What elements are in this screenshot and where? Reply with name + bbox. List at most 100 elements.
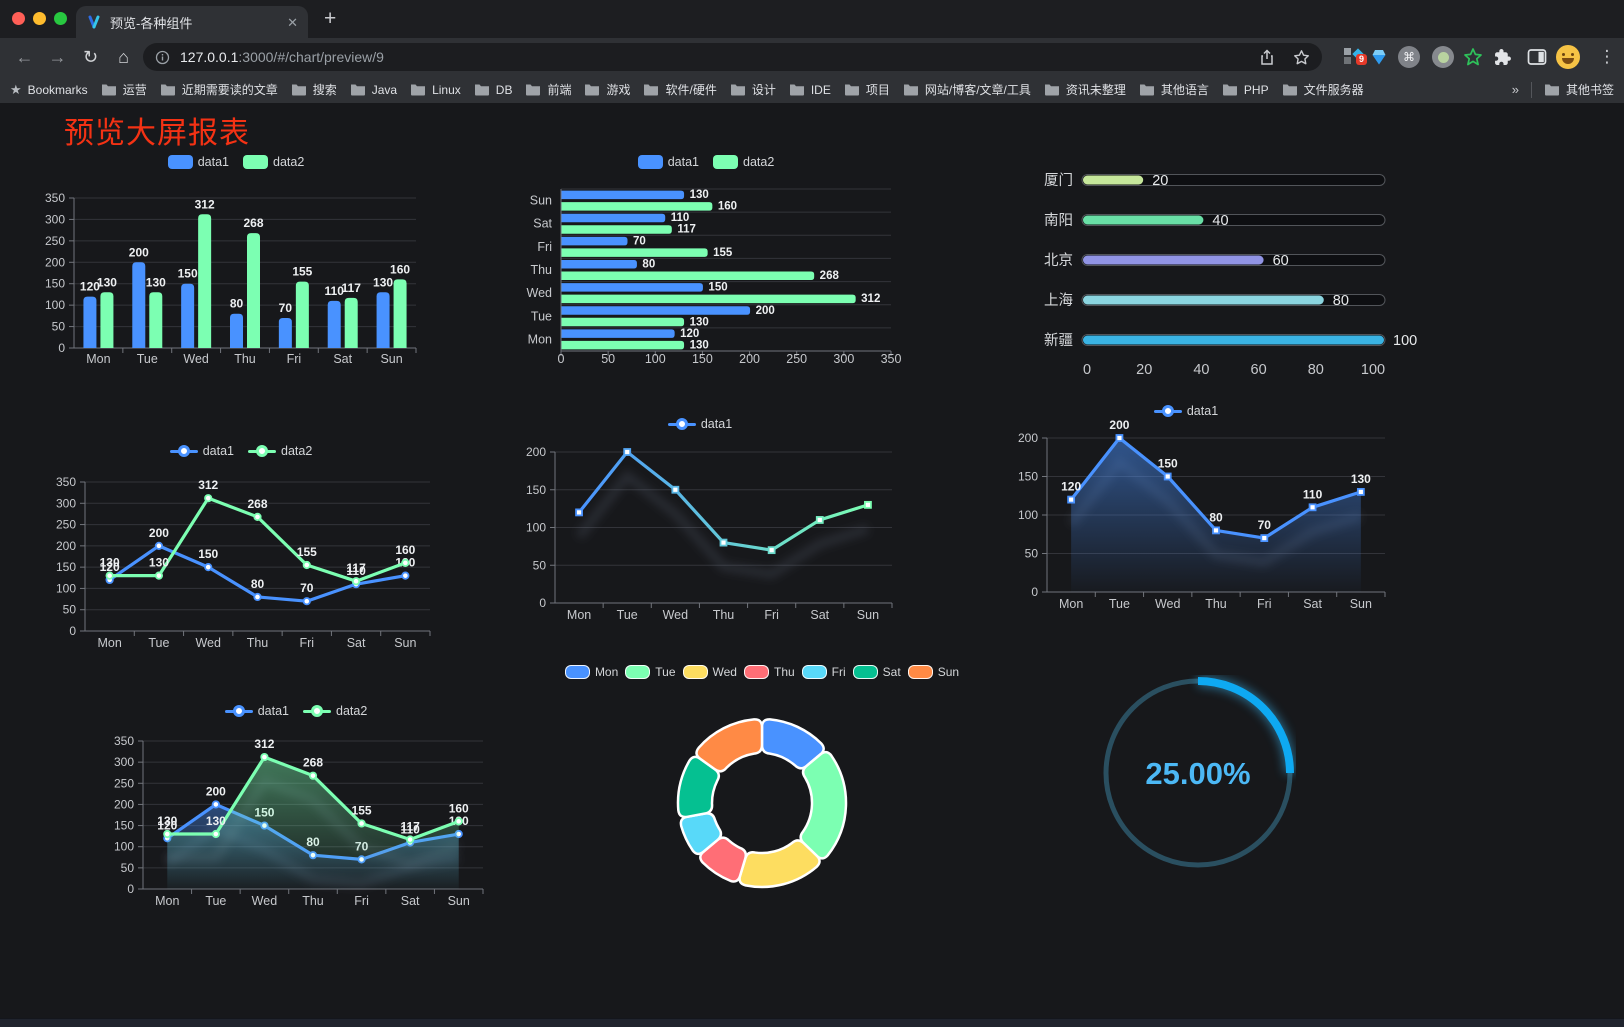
legend-item-data2[interactable]: data2 [303,704,367,718]
svg-text:上海: 上海 [1044,292,1073,309]
bookmark-folder-13[interactable]: 网站/博客/文章/工具 [903,81,1031,98]
bookmarks-overflow-chevron[interactable]: » [1511,82,1519,97]
svg-text:200: 200 [756,305,775,317]
extensions-puzzle-icon[interactable] [1488,38,1518,76]
bookmark-star-icon[interactable] [1293,49,1310,66]
svg-text:312: 312 [254,737,274,751]
bookmark-folder-7[interactable]: 前端 [525,81,571,98]
svg-text:150: 150 [1018,470,1038,484]
extension-gem-icon[interactable] [1364,38,1394,76]
svg-text:Tue: Tue [137,352,158,366]
legend-item-data1[interactable]: data1 [637,155,699,169]
bookmark-folder-2[interactable]: 近期需要读的文章 [160,81,278,98]
svg-text:Thu: Thu [1205,597,1227,611]
svg-text:80: 80 [1308,362,1324,378]
folder-icon [789,84,804,96]
legend-item-Tue[interactable]: Tue [625,665,676,679]
maximize-window-button[interactable] [54,12,67,25]
legend-item-Thu[interactable]: Thu [743,665,795,679]
legend-item-Sun[interactable]: Sun [907,665,959,679]
bookmark-folder-1[interactable]: 运营 [101,81,147,98]
bookmark-folder-3[interactable]: 搜索 [291,81,337,98]
legend-item-Mon[interactable]: Mon [564,665,618,679]
svg-text:Tue: Tue [617,608,638,622]
legend-swatch [852,665,878,679]
extension-dot-icon[interactable] [1428,38,1458,76]
forward-icon[interactable]: → [48,46,67,67]
bookmark-folder-12[interactable]: 项目 [844,81,890,98]
svg-text:200: 200 [56,539,76,553]
legend-item-Sat[interactable]: Sat [852,665,901,679]
svg-text:150: 150 [56,560,76,574]
chart-legend: data1 data2 [40,444,442,458]
bookmark-folder-8[interactable]: 游戏 [584,81,630,98]
legend-item-Fri[interactable]: Fri [801,665,846,679]
svg-text:0: 0 [58,341,65,355]
browser-menu-icon[interactable]: ⋮ [1598,47,1616,66]
svg-text:Fri: Fri [1257,597,1272,611]
legend-item-data1[interactable]: data1 [167,155,229,169]
legend-swatch [564,665,590,679]
legend-swatch [801,665,827,679]
chart-legend: data1 [500,417,900,431]
extension-cmd-icon[interactable]: ⌘ [1394,38,1424,76]
svg-text:312: 312 [198,478,218,492]
side-panel-icon[interactable] [1522,38,1552,76]
site-info-icon[interactable] [155,50,170,65]
bookmarks-star-icon: ★ [10,81,22,97]
folder-icon [1544,84,1559,96]
legend-item-Wed[interactable]: Wed [682,665,737,679]
bookmark-folder-5[interactable]: Linux [410,83,461,97]
bookmark-folder-15[interactable]: 其他语言 [1139,81,1209,98]
bookmark-folder-14[interactable]: 资讯未整理 [1044,81,1126,98]
legend-item-data2[interactable]: data2 [243,155,304,169]
folder-icon [1222,84,1237,96]
svg-text:200: 200 [149,526,169,540]
reload-icon[interactable]: ↻ [82,46,99,67]
bookmark-folder-10[interactable]: 设计 [730,81,776,98]
svg-text:Fri: Fri [354,894,369,908]
legend-item-data2[interactable]: data2 [248,444,312,458]
chart-area-double: data1 data2 0 50 100 150 200 250 300 350 Mon Tue Wed… [95,672,497,916]
svg-text:北京: 北京 [1044,252,1073,269]
extension-grid-icon[interactable]: 9 [1338,38,1368,76]
home-icon[interactable]: ⌂ [118,46,129,67]
svg-text:120: 120 [1061,480,1081,494]
new-tab-button[interactable]: + [324,7,337,30]
bookmark-folder-11[interactable]: IDE [789,83,831,97]
chart-line-gradient: data1 0 50 100 150 200 Mon Tue Wed Thu Fri Sat Sun [500,400,900,632]
chart-legend: Mon Tue Wed Thu Fri Sat Sun [545,665,979,679]
svg-text:Mon: Mon [97,636,121,650]
legend-swatch [682,665,708,679]
legend-item-data2[interactable]: data2 [713,155,774,169]
bookmark-folder-17[interactable]: 文件服务器 [1282,81,1364,98]
legend-item-data1[interactable]: data1 [667,417,732,431]
legend-swatch [167,155,193,169]
bookmark-folder-4[interactable]: Java [350,83,397,97]
svg-text:Sat: Sat [810,608,829,622]
legend-swatch [637,155,663,169]
share-icon[interactable] [1259,48,1275,66]
minimize-window-button[interactable] [33,12,46,25]
back-icon[interactable]: ← [15,46,34,67]
address-bar[interactable]: 127.0.0.1:3000/#/chart/preview/9 [143,43,1322,71]
tab-close-icon[interactable]: ✕ [287,14,298,30]
bookmark-folder-16[interactable]: PHP [1222,83,1269,97]
svg-text:268: 268 [243,216,263,230]
legend-item-data1[interactable]: data1 [1153,404,1218,418]
legend-item-data1[interactable]: data1 [224,704,289,718]
browser-tab[interactable]: 预览-各种组件 ✕ [76,6,308,38]
other-bookmarks-folder[interactable]: 其他书签 [1544,81,1614,98]
bookmark-folder-6[interactable]: DB [474,83,512,97]
profile-avatar[interactable] [1553,38,1583,76]
svg-text:0: 0 [1083,362,1091,378]
svg-text:Sun: Sun [380,352,402,366]
close-window-button[interactable] [12,12,25,25]
bookmark-folder-9[interactable]: 软件/硬件 [643,81,717,98]
bookmarks-manager[interactable]: ★ Bookmarks [10,82,88,98]
svg-text:130: 130 [157,814,177,828]
svg-text:Thu: Thu [530,263,552,277]
extension-star-icon[interactable] [1458,38,1488,76]
legend-item-data1[interactable]: data1 [169,444,234,458]
svg-text:130: 130 [690,339,709,351]
